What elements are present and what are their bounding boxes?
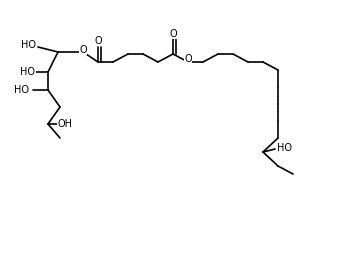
Text: OH: OH [58,119,73,129]
Text: HO: HO [278,143,293,153]
Text: O: O [79,45,87,55]
Text: HO: HO [22,40,36,50]
Text: HO: HO [20,67,35,77]
Text: HO: HO [15,85,29,95]
Text: O: O [184,54,192,64]
Text: O: O [94,36,102,46]
Text: O: O [169,29,177,39]
